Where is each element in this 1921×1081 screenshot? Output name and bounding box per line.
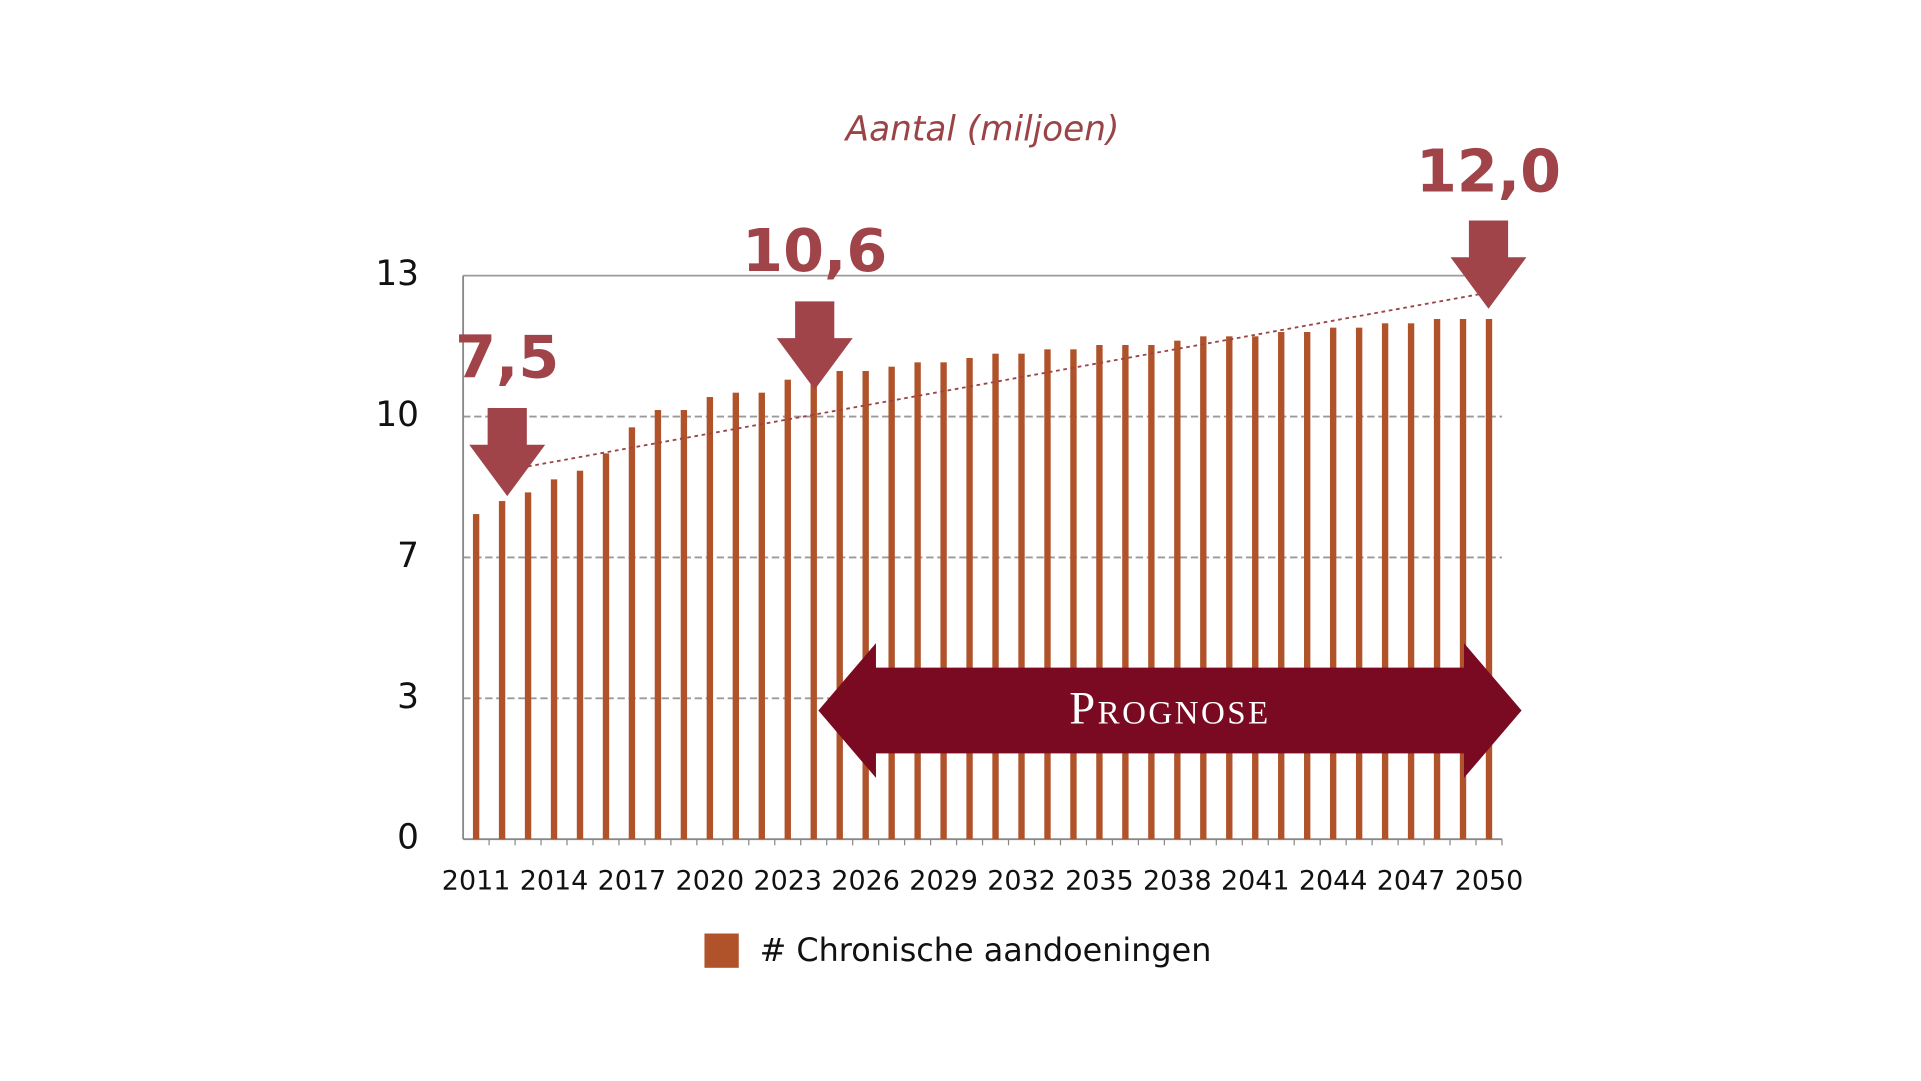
- bar: [1329, 327, 1337, 840]
- y-tick-label: 7: [397, 536, 419, 576]
- banner-arrow: [818, 643, 1522, 778]
- bar: [498, 501, 506, 840]
- banner-label: Prognose: [1069, 684, 1270, 735]
- bar: [784, 379, 791, 840]
- x-tick-label: 2038: [1143, 866, 1212, 897]
- bar: [1122, 344, 1129, 840]
- x-tick-label: 2020: [676, 866, 745, 897]
- x-tick-label: 2047: [1377, 866, 1446, 897]
- bar: [1226, 336, 1233, 840]
- x-tick-label: 2044: [1299, 866, 1368, 897]
- bar: [914, 362, 921, 840]
- x-tick-label: 2050: [1455, 866, 1524, 897]
- bar: [1148, 344, 1155, 840]
- bar: [1018, 353, 1025, 840]
- bar: [524, 492, 532, 840]
- x-tick-label: 2032: [987, 866, 1056, 897]
- bar: [1070, 349, 1077, 840]
- bar: [732, 392, 740, 840]
- bar: [1433, 318, 1441, 840]
- bar: [862, 371, 869, 840]
- bar: [1252, 336, 1259, 840]
- bar: [1485, 318, 1493, 840]
- x-tick-label: 2029: [909, 866, 978, 897]
- bar: [940, 362, 947, 840]
- y-tick-label: 13: [375, 254, 419, 294]
- x-tick-label: 2017: [598, 866, 667, 897]
- y-tick-label: 10: [375, 395, 419, 435]
- y-tick-label: 3: [397, 677, 419, 717]
- bar: [472, 514, 480, 840]
- bar: [888, 366, 895, 840]
- legend-label: # Chronische aandoeningen: [760, 931, 1212, 969]
- bar: [576, 470, 584, 840]
- x-tick-label: 2041: [1221, 866, 1290, 897]
- bar: [1174, 340, 1181, 840]
- bar: [550, 479, 558, 840]
- bar: [1044, 349, 1051, 840]
- bar: [654, 410, 662, 840]
- annotation-arrow: [469, 407, 546, 497]
- bar: [1096, 344, 1103, 840]
- bar: [836, 371, 843, 840]
- trend-line: [527, 289, 1503, 468]
- x-tick-label: 2035: [1065, 866, 1134, 897]
- x-tick-label: 2026: [831, 866, 900, 897]
- y-tick-label: 0: [397, 818, 419, 858]
- annotation-label: 10,6: [742, 216, 887, 285]
- annotation-arrow: [776, 301, 853, 390]
- bar: [810, 375, 817, 840]
- annotation-label: 12,0: [1416, 136, 1561, 205]
- bar: [1459, 318, 1467, 840]
- chart-title: Aantal (miljoen): [844, 110, 1120, 150]
- bar: [992, 353, 999, 840]
- legend-swatch: [704, 933, 739, 968]
- bar: [628, 427, 636, 840]
- bar: [966, 358, 973, 840]
- bar: [602, 453, 610, 840]
- bar: [1304, 331, 1311, 840]
- bar: [1355, 327, 1363, 840]
- bar: [680, 410, 688, 840]
- annotation-arrow: [1450, 220, 1527, 309]
- x-tick-label: 2014: [520, 866, 589, 897]
- annotation-label: 7,5: [455, 323, 559, 392]
- x-tick-label: 2011: [442, 866, 511, 897]
- bar: [1200, 336, 1207, 840]
- x-tick-label: 2023: [753, 866, 822, 897]
- bar: [706, 397, 714, 840]
- bar: [1278, 331, 1285, 840]
- bar: [758, 392, 765, 840]
- bar: [1381, 323, 1389, 840]
- bar: [1407, 323, 1415, 840]
